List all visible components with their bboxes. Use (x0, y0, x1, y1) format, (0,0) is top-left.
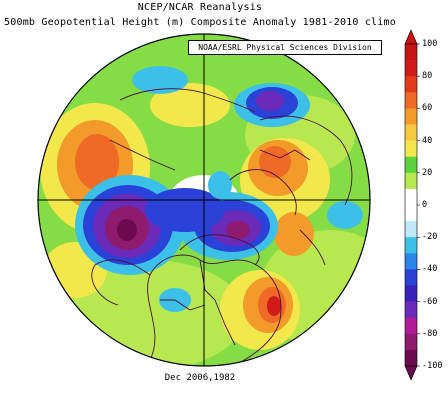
colorbar-tick-label: 60 (422, 103, 433, 114)
date-label: Dec 2006,1982 (164, 373, 236, 383)
colorbar-tick-label: -20 (422, 232, 438, 243)
colorbar-segment (405, 317, 417, 335)
colorbar-segment (405, 205, 417, 222)
western-russia-positive-anomaly (240, 138, 330, 256)
colorbar-tick-label: 0 (422, 200, 428, 210)
colorbar-segment (405, 172, 417, 190)
colorbar-segment (405, 285, 417, 302)
colorbar-tick-label: 20 (422, 167, 433, 178)
colorbar-tick-label: -40 (422, 264, 438, 275)
colorbar-segment (405, 108, 417, 125)
colorbar-segment (405, 188, 417, 206)
coastlines (91, 88, 353, 366)
colorbar-segment (405, 60, 417, 77)
colorbar-segment (405, 237, 417, 254)
chart-title: NCEP/NCAR Reanalysis (137, 2, 263, 13)
colorbar-segment (405, 253, 417, 270)
colorbar-tick-label: -80 (422, 328, 438, 339)
colorbar-segment (405, 156, 417, 174)
east-asia-positive-anomaly (150, 83, 230, 127)
colorbar-segment (405, 44, 417, 61)
colorbar-segment (405, 333, 417, 351)
colorbar-segment (405, 349, 417, 367)
colorbar-tick-label: 40 (422, 135, 433, 146)
colorbar-segment (405, 301, 417, 318)
graticule (38, 34, 370, 366)
colorbar-tick-label: 100 (422, 39, 438, 49)
colorbar-segment (405, 221, 417, 238)
credit-box: NOAA/ESRL Physical Sciences Division (188, 40, 382, 55)
colorbar-min-arrow (404, 365, 418, 381)
colorbar-segment (405, 124, 417, 141)
colorbar-segment (405, 269, 417, 286)
colorbar-tick-label: -60 (422, 296, 438, 307)
colorbar-tick-label: 80 (422, 71, 433, 82)
colorbar-max-arrow (404, 29, 418, 45)
colorbar-segment (405, 76, 417, 93)
colorbar-segment (405, 92, 417, 109)
map-frame (37, 33, 371, 367)
colorbar-segment (405, 140, 417, 157)
chart-subtitle: 500mb Geopotential Height (m) Composite … (4, 17, 396, 28)
colorbar-tick-label: -100 (422, 361, 443, 371)
